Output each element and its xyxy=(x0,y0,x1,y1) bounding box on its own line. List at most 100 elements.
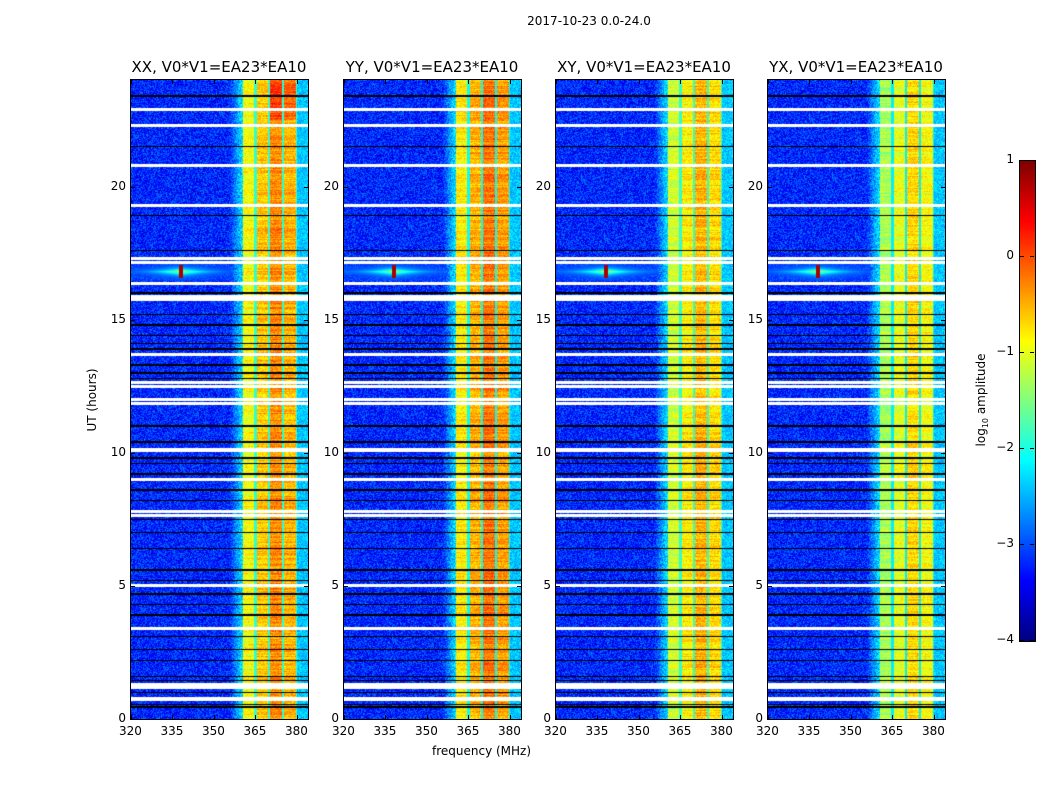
y-tick-label: 0 xyxy=(543,711,551,725)
y-tick-mark xyxy=(304,719,308,720)
x-tick-mark xyxy=(385,80,387,84)
y-tick-label: 15 xyxy=(323,311,339,326)
x-tick-label: 365 xyxy=(456,724,480,738)
y-tick-mark xyxy=(344,585,348,587)
x-tick-mark xyxy=(680,80,682,84)
x-tick-mark xyxy=(509,715,511,719)
panel-title: XY, V0*V1=EA23*EA10 xyxy=(557,58,731,76)
x-tick-mark xyxy=(638,715,640,719)
y-tick-mark xyxy=(131,719,135,720)
x-tick-mark xyxy=(597,715,599,719)
spectrogram-panel-3 xyxy=(767,79,946,720)
colorbar-tick-label: 0 xyxy=(1006,248,1014,262)
x-tick-mark xyxy=(933,715,935,719)
colorbar-tick-label: −1 xyxy=(996,344,1014,358)
spectrogram-panel-0 xyxy=(130,79,309,720)
x-tick-mark xyxy=(768,80,769,84)
x-tick-mark xyxy=(468,715,470,719)
x-tick-label: 380 xyxy=(709,724,733,738)
x-tick-label: 350 xyxy=(201,724,225,738)
x-tick-label: 380 xyxy=(497,724,521,738)
x-tick-mark xyxy=(468,80,470,84)
y-tick-mark xyxy=(556,585,560,587)
colorbar-tick-mark xyxy=(1030,544,1034,545)
heatmap-image xyxy=(768,80,945,719)
colorbar-tick-mark xyxy=(1030,640,1034,641)
x-axis-label: frequency (MHz) xyxy=(432,744,532,758)
colorbar-tick-mark xyxy=(1020,256,1024,257)
spectrogram-panel-2 xyxy=(555,79,734,720)
x-tick-mark xyxy=(892,80,894,84)
x-tick-label: 335 xyxy=(797,724,821,738)
y-tick-label: 15 xyxy=(747,311,763,326)
y-tick-label: 20 xyxy=(110,178,126,193)
y-tick-mark xyxy=(729,186,733,188)
y-tick-mark xyxy=(517,319,521,321)
colorbar-tick-mark xyxy=(1020,640,1024,641)
x-tick-mark xyxy=(809,715,811,719)
x-tick-label: 350 xyxy=(838,724,862,738)
x-tick-mark xyxy=(426,80,428,84)
y-tick-mark xyxy=(517,186,521,188)
y-tick-mark xyxy=(941,186,945,188)
y-tick-label: 10 xyxy=(747,444,763,459)
y-tick-mark xyxy=(768,585,772,587)
y-tick-mark xyxy=(556,186,560,188)
y-tick-mark xyxy=(768,319,772,321)
x-tick-label: 320 xyxy=(756,724,779,738)
x-tick-label: 350 xyxy=(626,724,650,738)
colorbar-tick-mark xyxy=(1030,448,1034,449)
colorbar-tick-mark xyxy=(1020,448,1024,449)
x-tick-mark xyxy=(426,715,428,719)
heatmap-image xyxy=(131,80,308,719)
colorbar-tick-mark xyxy=(1020,160,1024,161)
y-tick-label: 15 xyxy=(535,311,551,326)
x-tick-label: 320 xyxy=(544,724,567,738)
x-tick-label: 380 xyxy=(284,724,308,738)
y-tick-label: 10 xyxy=(535,444,551,459)
colorbar-tick-mark xyxy=(1020,544,1024,545)
y-tick-mark xyxy=(131,319,135,321)
x-tick-label: 320 xyxy=(119,724,142,738)
y-tick-label: 10 xyxy=(110,444,126,459)
colorbar-tick-label: −3 xyxy=(996,536,1014,550)
x-tick-mark xyxy=(721,80,723,84)
y-tick-mark xyxy=(344,186,348,188)
x-tick-mark xyxy=(344,80,345,84)
y-tick-label: 20 xyxy=(747,178,763,193)
x-tick-mark xyxy=(809,80,811,84)
y-tick-mark xyxy=(729,719,733,720)
y-tick-label: 20 xyxy=(535,178,551,193)
y-tick-label: 5 xyxy=(543,577,551,592)
x-tick-mark xyxy=(296,715,298,719)
x-tick-mark xyxy=(213,715,215,719)
x-tick-label: 365 xyxy=(668,724,692,738)
y-tick-mark xyxy=(131,585,135,587)
x-tick-label: 335 xyxy=(160,724,184,738)
x-tick-label: 335 xyxy=(585,724,609,738)
x-tick-mark xyxy=(255,715,257,719)
x-tick-mark xyxy=(768,715,769,719)
colorbar-label: log10 amplitude xyxy=(973,353,991,447)
y-tick-mark xyxy=(556,719,560,720)
x-tick-mark xyxy=(385,715,387,719)
x-tick-mark xyxy=(509,80,511,84)
colorbar xyxy=(1019,160,1036,642)
y-tick-label: 5 xyxy=(755,577,763,592)
colorbar-tick-label: 1 xyxy=(1006,152,1014,166)
x-tick-mark xyxy=(213,80,215,84)
y-tick-mark xyxy=(941,585,945,587)
y-tick-mark xyxy=(941,452,945,454)
spectrogram-panel-1 xyxy=(343,79,522,720)
x-tick-mark xyxy=(892,715,894,719)
x-tick-mark xyxy=(131,715,132,719)
y-tick-mark xyxy=(304,186,308,188)
y-tick-mark xyxy=(131,186,135,188)
y-tick-label: 10 xyxy=(323,444,339,459)
y-tick-mark xyxy=(304,585,308,587)
x-tick-mark xyxy=(344,715,345,719)
y-tick-label: 0 xyxy=(755,711,763,725)
y-tick-mark xyxy=(768,719,772,720)
y-tick-mark xyxy=(941,719,945,720)
x-tick-mark xyxy=(296,80,298,84)
